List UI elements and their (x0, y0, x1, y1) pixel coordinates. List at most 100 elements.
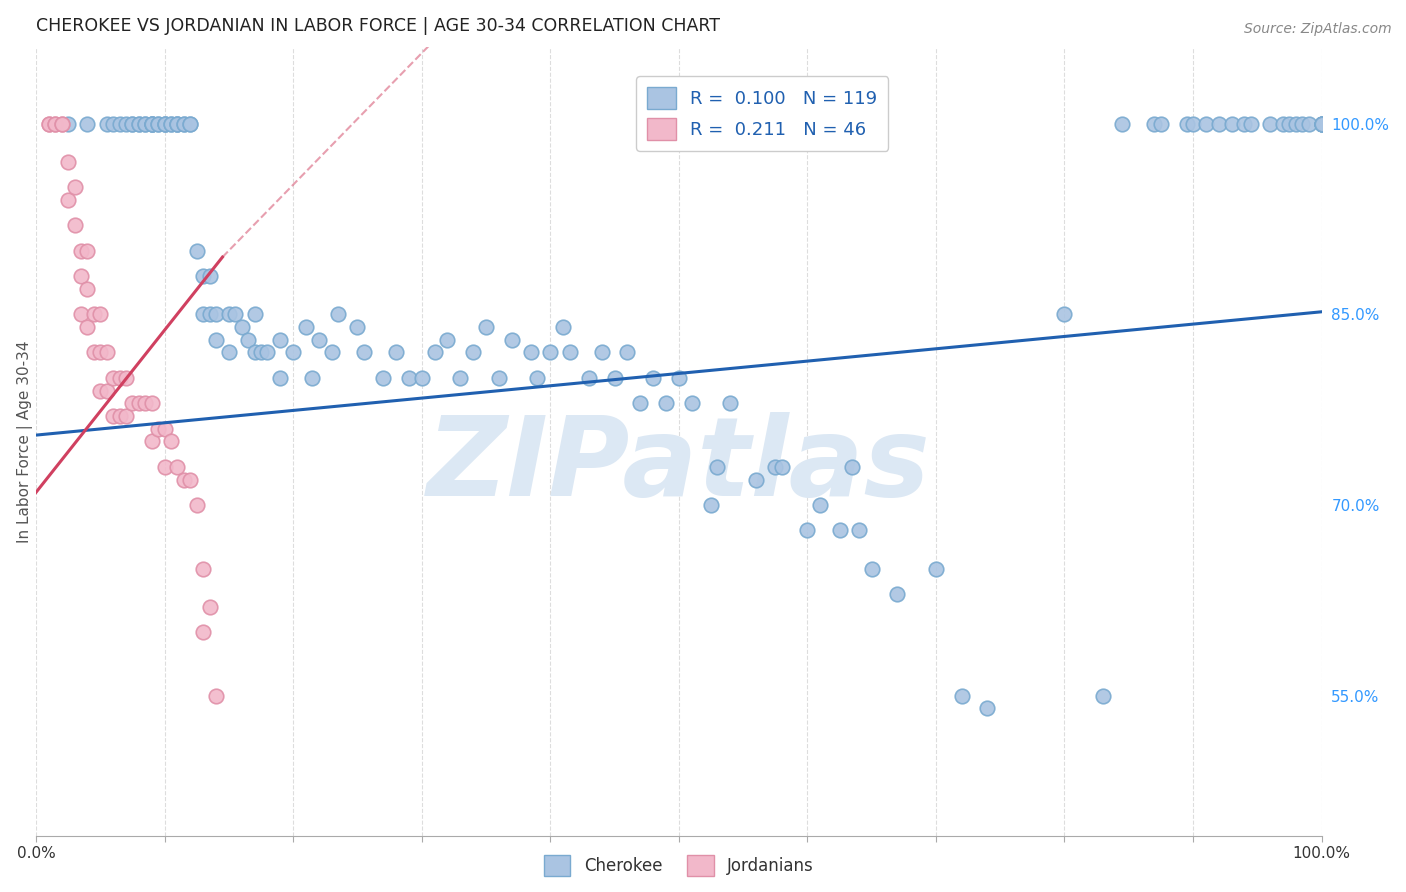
Point (616, 345, 638, 359)
Point (488, 371, 510, 385)
Point (70, 244, 93, 258)
Point (76, 282, 98, 296)
Point (44, 117, 66, 131)
Point (238, 333, 260, 347)
Point (134, 117, 156, 131)
Point (141, 117, 163, 131)
Point (83, 345, 105, 359)
Legend: Cherokee, Jordanians: Cherokee, Jordanians (537, 849, 821, 882)
Text: ZIPatlas: ZIPatlas (427, 411, 931, 518)
Point (89, 307, 111, 321)
Point (283, 345, 305, 359)
Point (146, 117, 169, 131)
Point (56, 117, 79, 131)
Point (115, 371, 138, 385)
Point (796, 524, 818, 538)
Point (76, 117, 98, 131)
Point (373, 371, 395, 385)
Point (218, 307, 240, 321)
Point (1278, 117, 1301, 131)
Point (153, 117, 176, 131)
Point (224, 307, 246, 321)
Point (76, 320, 98, 334)
Point (166, 459, 188, 474)
Point (1298, 117, 1320, 131)
Point (269, 371, 291, 385)
Point (423, 345, 446, 359)
Point (295, 320, 318, 334)
Point (1272, 117, 1295, 131)
Point (51, 117, 73, 131)
Point (89, 384, 111, 398)
Point (603, 371, 626, 385)
Point (153, 117, 176, 131)
Point (538, 345, 561, 359)
Point (578, 371, 600, 385)
Point (591, 345, 613, 359)
Point (108, 117, 131, 131)
Point (655, 396, 678, 410)
Point (681, 396, 703, 410)
Point (436, 333, 458, 347)
Point (925, 561, 948, 575)
Point (198, 307, 221, 321)
Point (121, 396, 143, 410)
Point (1310, 117, 1333, 131)
Point (76, 244, 98, 258)
Point (44, 117, 66, 131)
Point (1150, 117, 1173, 131)
Point (179, 117, 201, 131)
Point (63, 219, 86, 233)
Point (96, 117, 118, 131)
Point (308, 333, 330, 347)
Point (950, 689, 973, 703)
Point (808, 498, 831, 512)
Point (745, 473, 768, 487)
Point (115, 409, 138, 423)
Point (763, 459, 786, 474)
Point (63, 180, 86, 194)
Point (146, 117, 169, 131)
Text: Source: ZipAtlas.com: Source: ZipAtlas.com (1244, 22, 1392, 37)
Point (628, 396, 651, 410)
Point (115, 117, 138, 131)
Point (218, 345, 240, 359)
Point (179, 117, 201, 131)
Point (205, 689, 228, 703)
Point (1310, 117, 1333, 131)
Point (141, 434, 163, 449)
Point (141, 117, 163, 131)
Point (141, 396, 163, 410)
Point (1053, 307, 1076, 321)
Point (153, 459, 176, 474)
Point (558, 345, 581, 359)
Point (1240, 117, 1263, 131)
Point (269, 333, 291, 347)
Point (160, 434, 183, 449)
Point (141, 117, 163, 131)
Point (848, 524, 870, 538)
Point (243, 345, 266, 359)
Point (353, 345, 375, 359)
Point (976, 701, 998, 715)
Point (1175, 117, 1198, 131)
Point (411, 371, 433, 385)
Point (191, 561, 214, 575)
Point (250, 345, 273, 359)
Point (1310, 117, 1333, 131)
Point (198, 599, 221, 614)
Point (153, 117, 176, 131)
Point (101, 409, 124, 423)
Point (463, 345, 485, 359)
Point (121, 117, 143, 131)
Point (243, 307, 266, 321)
Point (1310, 117, 1333, 131)
Point (1092, 689, 1115, 703)
Point (706, 459, 728, 474)
Point (38, 117, 60, 131)
Point (191, 269, 214, 284)
Point (128, 117, 150, 131)
Point (101, 117, 124, 131)
Point (1143, 117, 1166, 131)
Point (449, 371, 471, 385)
